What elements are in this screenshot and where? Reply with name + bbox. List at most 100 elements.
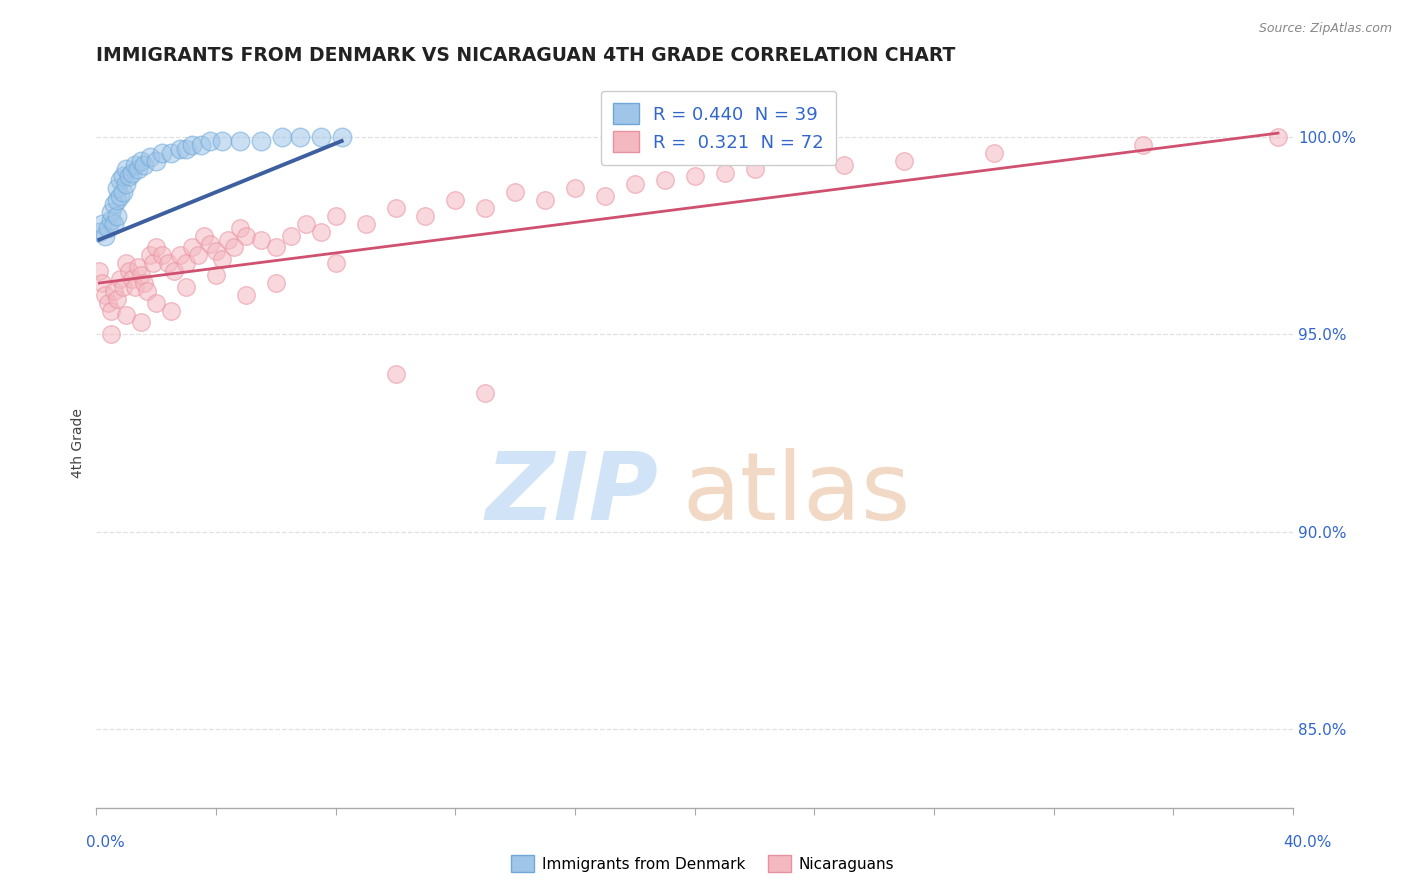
Point	[110, 272, 132, 286]
Point	[100, 303, 122, 318]
Point	[129, 268, 152, 282]
Point	[110, 189, 132, 203]
Point	[103, 197, 125, 211]
Point	[100, 327, 122, 342]
Point	[211, 252, 233, 267]
Point	[115, 308, 138, 322]
Point	[145, 153, 167, 168]
Point	[91, 276, 114, 290]
Point	[127, 161, 149, 176]
Point	[181, 137, 204, 152]
Point	[654, 173, 676, 187]
Point	[163, 264, 186, 278]
Point	[115, 178, 138, 192]
Point	[89, 264, 111, 278]
Point	[354, 217, 377, 231]
Legend: Immigrants from Denmark, Nicaraguans: Immigrants from Denmark, Nicaraguans	[503, 847, 903, 880]
Point	[198, 134, 221, 148]
Point	[105, 209, 128, 223]
Point	[118, 169, 141, 184]
Point	[124, 158, 146, 172]
Point	[198, 236, 221, 251]
Point	[174, 256, 197, 270]
Text: Source: ZipAtlas.com: Source: ZipAtlas.com	[1258, 22, 1392, 36]
Point	[250, 233, 273, 247]
Point	[89, 225, 111, 239]
Point	[235, 228, 257, 243]
Point	[121, 272, 143, 286]
Point	[150, 145, 173, 160]
Point	[134, 276, 156, 290]
Point	[384, 367, 406, 381]
Point	[211, 134, 233, 148]
Point	[169, 248, 191, 262]
Point	[142, 256, 165, 270]
Point	[384, 201, 406, 215]
Point	[174, 142, 197, 156]
Point	[103, 217, 125, 231]
Point	[309, 130, 332, 145]
Point	[229, 134, 252, 148]
Point	[325, 256, 347, 270]
Y-axis label: 4th Grade: 4th Grade	[72, 408, 86, 478]
Point	[270, 130, 292, 145]
Point	[139, 150, 162, 164]
Point	[205, 268, 228, 282]
Point	[264, 240, 287, 254]
Point	[1267, 130, 1289, 145]
Point	[1132, 137, 1154, 152]
Point	[474, 386, 496, 401]
Point	[115, 161, 138, 176]
Text: 0.0%: 0.0%	[86, 836, 125, 850]
Text: atlas: atlas	[683, 448, 911, 540]
Point	[893, 153, 915, 168]
Point	[105, 292, 128, 306]
Point	[112, 169, 135, 184]
Point	[229, 220, 252, 235]
Point	[415, 209, 437, 223]
Point	[105, 193, 128, 207]
Point	[97, 295, 120, 310]
Point	[127, 260, 149, 275]
Point	[91, 217, 114, 231]
Point	[160, 145, 183, 160]
Point	[503, 186, 526, 200]
Point	[169, 142, 191, 156]
Point	[280, 228, 302, 243]
Point	[160, 303, 183, 318]
Point	[683, 169, 706, 184]
Point	[136, 284, 159, 298]
Point	[145, 240, 167, 254]
Point	[190, 137, 212, 152]
Point	[564, 181, 586, 195]
Point	[150, 248, 173, 262]
Point	[124, 280, 146, 294]
Point	[250, 134, 273, 148]
Point	[139, 248, 162, 262]
Point	[983, 145, 1005, 160]
Point	[193, 228, 215, 243]
Legend: R = 0.440  N = 39, R =  0.321  N = 72: R = 0.440 N = 39, R = 0.321 N = 72	[600, 91, 837, 165]
Point	[94, 288, 117, 302]
Point	[205, 244, 228, 259]
Point	[157, 256, 180, 270]
Point	[100, 213, 122, 227]
Point	[288, 130, 311, 145]
Point	[134, 158, 156, 172]
Point	[118, 264, 141, 278]
Point	[129, 315, 152, 329]
Point	[624, 178, 647, 192]
Point	[181, 240, 204, 254]
Point	[222, 240, 245, 254]
Point	[235, 288, 257, 302]
Point	[444, 193, 467, 207]
Point	[187, 248, 209, 262]
Point	[474, 201, 496, 215]
Point	[105, 181, 128, 195]
Point	[593, 189, 616, 203]
Point	[294, 217, 316, 231]
Text: 40.0%: 40.0%	[1284, 836, 1331, 850]
Point	[174, 280, 197, 294]
Point	[217, 233, 239, 247]
Point	[115, 256, 138, 270]
